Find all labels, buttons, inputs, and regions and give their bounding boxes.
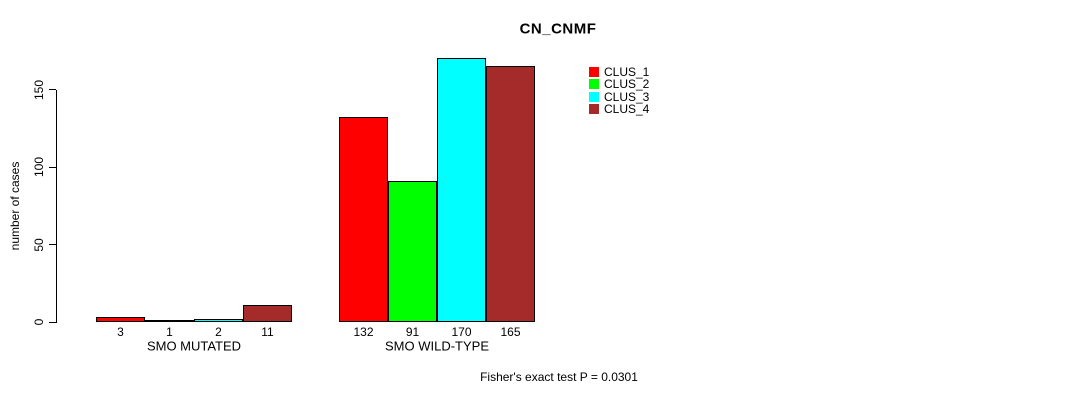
bar-value-label: 91	[405, 324, 420, 339]
y-axis-tick	[49, 321, 56, 323]
legend-item-clus_3: CLUS_3	[589, 91, 649, 103]
bar-value-label: 1	[166, 324, 173, 339]
y-axis-line	[56, 89, 57, 323]
bar-smo-mutated-clus_1	[96, 317, 145, 322]
legend-swatch-clus_2	[589, 79, 599, 90]
bar-smo-wild-type-clus_4	[486, 66, 535, 322]
y-axis-tick	[49, 89, 56, 90]
legend-label: CLUS_1	[604, 65, 650, 80]
bar-smo-mutated-clus_4	[243, 305, 292, 322]
bar-value-label: 11	[261, 324, 274, 339]
y-tick-label: 50	[32, 237, 46, 252]
y-axis-tick	[49, 166, 56, 168]
y-tick-label: 100	[32, 156, 46, 178]
bar-value-label: 170	[451, 324, 472, 339]
legend-item-clus_1: CLUS_1	[589, 66, 649, 78]
legend-swatch-clus_3	[589, 91, 599, 102]
bar-smo-mutated-clus_3	[194, 319, 243, 322]
bar-smo-wild-type-clus_2	[388, 181, 437, 322]
legend-label: CLUS_4	[604, 102, 650, 117]
bar-value-label: 132	[353, 324, 374, 339]
bar-smo-wild-type-clus_3	[437, 58, 486, 322]
bar-value-label: 2	[215, 324, 222, 339]
legend-swatch-clus_1	[589, 67, 599, 78]
legend-label: CLUS_2	[604, 77, 650, 92]
legend-swatch-clus_4	[589, 104, 599, 115]
stat-annotation: Fisher's exact test P = 0.0301	[480, 370, 638, 384]
chart-title: CN_CNMF	[519, 20, 597, 38]
x-group-label: SMO MUTATED	[146, 338, 242, 354]
bar-smo-mutated-clus_2	[145, 320, 194, 322]
legend-item-clus_2: CLUS_2	[589, 78, 649, 90]
y-tick-label: 0	[32, 318, 46, 326]
legend: CLUS_1 CLUS_2 CLUS_3 CLUS_4	[589, 66, 649, 115]
y-axis-tick	[49, 244, 56, 245]
legend-label: CLUS_3	[604, 89, 650, 104]
bar-value-label: 3	[117, 324, 124, 339]
bar-smo-wild-type-clus_1	[339, 117, 388, 322]
legend-item-clus_4: CLUS_4	[589, 103, 649, 115]
y-tick-label: 150	[32, 79, 46, 100]
x-group-label: SMO WILD-TYPE	[384, 338, 490, 354]
bar-value-label: 165	[500, 324, 521, 339]
